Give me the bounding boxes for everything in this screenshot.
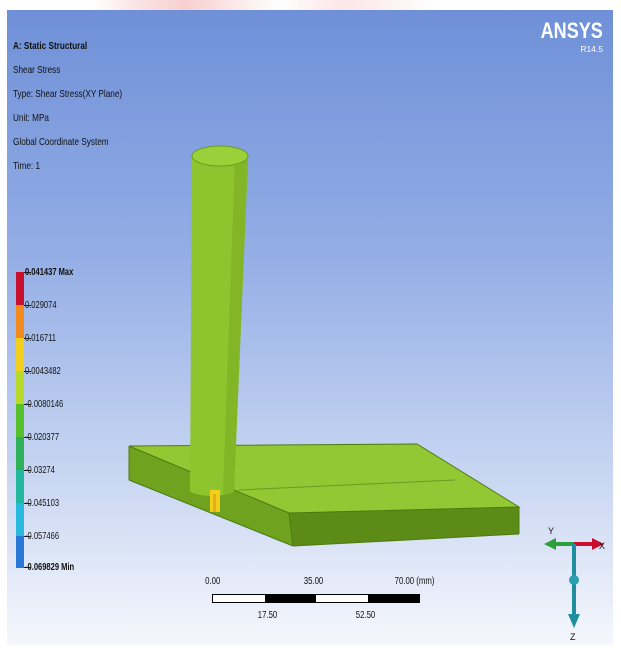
legend-label: -0.03274 bbox=[25, 464, 55, 476]
legend-tick bbox=[24, 404, 31, 405]
legend-swatch-4 bbox=[16, 371, 24, 404]
legend-label: 0.016711 bbox=[25, 332, 56, 344]
cylinder-top-edge bbox=[191, 145, 249, 167]
plate-side-face[interactable] bbox=[289, 507, 519, 546]
legend-label: -0.045103 bbox=[25, 497, 60, 509]
scale-label: 17.50 bbox=[257, 610, 278, 621]
result-type: Type: Shear Stress(XY Plane) bbox=[13, 88, 123, 100]
scale-segment bbox=[367, 595, 419, 602]
legend-max-label: 0.041437 Max bbox=[25, 266, 74, 278]
model-geometry[interactable] bbox=[7, 10, 613, 645]
scale-segment bbox=[264, 595, 316, 602]
legend-tick bbox=[24, 567, 31, 568]
legend-swatch-9 bbox=[16, 536, 24, 568]
scale-label: 70.00 (mm) bbox=[394, 576, 435, 587]
legend-swatch-3 bbox=[16, 338, 24, 371]
scale-ruler bbox=[212, 594, 420, 603]
coordinate-triad[interactable] bbox=[542, 520, 612, 645]
release-version: R14.5 bbox=[580, 44, 603, 54]
legend-tick bbox=[24, 305, 31, 306]
legend-tick bbox=[24, 536, 31, 537]
legend-swatch-1 bbox=[16, 272, 24, 305]
coordinate-system: Global Coordinate System bbox=[13, 136, 109, 148]
analysis-title: A: Static Structural bbox=[13, 40, 88, 52]
ansys-brand: ANSYS R14.5 bbox=[527, 20, 603, 55]
legend-label: 0.0043482 bbox=[25, 365, 61, 377]
legend-label: 0.029074 bbox=[25, 299, 57, 311]
triad-z-label: Z bbox=[570, 632, 576, 642]
scale-segment bbox=[213, 595, 265, 602]
ansys-logo: ANSYS bbox=[540, 18, 603, 43]
legend-swatch-5 bbox=[16, 404, 24, 437]
legend-swatch-2 bbox=[16, 305, 24, 338]
model-viewport[interactable]: A: Static Structural Shear Stress Type: … bbox=[7, 10, 613, 645]
legend-label: -0.0080146 bbox=[25, 398, 64, 410]
scale-segment bbox=[316, 595, 368, 602]
legend-label: -0.057466 bbox=[25, 530, 60, 542]
legend-tick bbox=[24, 437, 31, 438]
cylinder-shade bbox=[223, 158, 248, 496]
scale-label: 0.00 bbox=[205, 576, 221, 587]
legend-min-label: -0.069829 Min bbox=[25, 561, 75, 573]
result-name: Shear Stress bbox=[13, 64, 61, 76]
top-strip bbox=[0, 0, 621, 10]
weld-hotspot-core bbox=[213, 494, 216, 512]
legend-swatch-6 bbox=[16, 437, 24, 470]
legend-swatch-8 bbox=[16, 503, 24, 536]
result-unit: Unit: MPa bbox=[13, 112, 49, 124]
triad-y-label: Y bbox=[548, 526, 555, 536]
triad-x-label: X bbox=[599, 541, 606, 551]
scale-label: 35.00 bbox=[303, 576, 324, 587]
contour-legend-bar[interactable] bbox=[16, 272, 24, 568]
plate-edges bbox=[128, 443, 521, 547]
legend-tick bbox=[24, 338, 31, 339]
triad-sphere bbox=[569, 575, 579, 585]
scale-label: 52.50 bbox=[355, 610, 376, 621]
legend-tick bbox=[24, 503, 31, 504]
legend-tick bbox=[24, 371, 31, 372]
legend-label: -0.020377 bbox=[25, 431, 60, 443]
time-value: Time: 1 bbox=[13, 160, 41, 172]
y-axis-arrowhead bbox=[544, 538, 556, 550]
x-axis-arrowhead bbox=[592, 538, 604, 550]
z-axis-arrowhead bbox=[568, 614, 580, 628]
cylinder-top-face[interactable] bbox=[192, 146, 248, 166]
legend-swatch-7 bbox=[16, 470, 24, 503]
legend-tick bbox=[24, 272, 31, 273]
legend-tick bbox=[24, 470, 31, 471]
